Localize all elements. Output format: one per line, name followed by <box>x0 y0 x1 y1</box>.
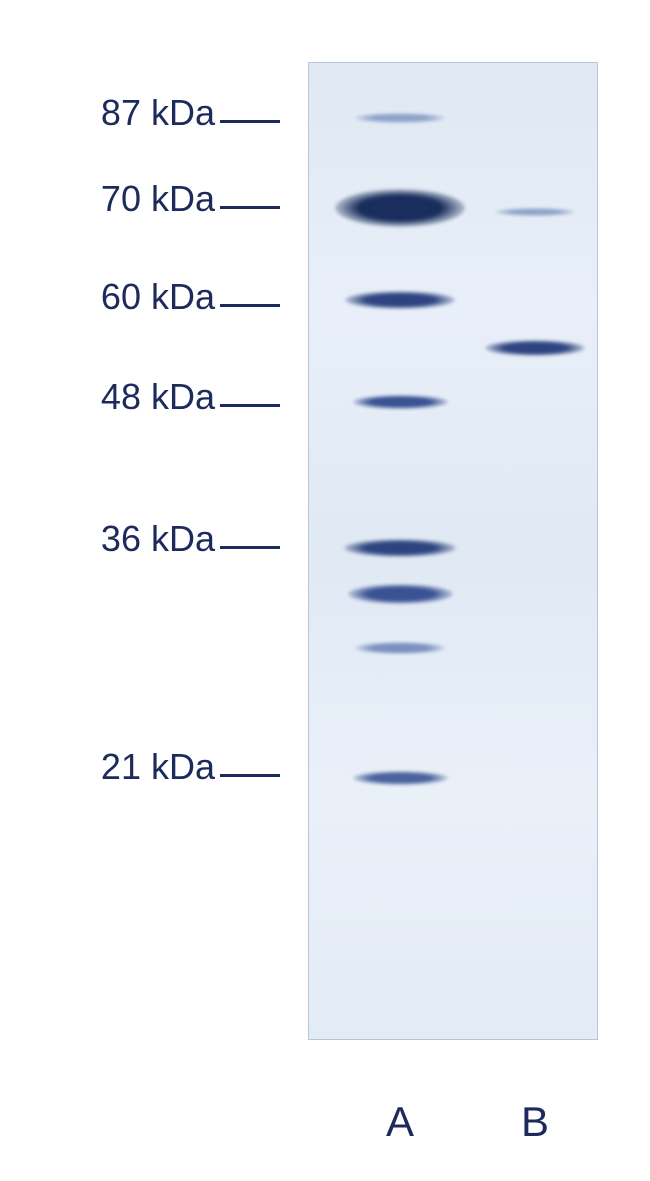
marker-tick <box>220 304 280 307</box>
marker-tick <box>220 546 280 549</box>
blot-band <box>353 771 448 785</box>
blot-band <box>495 208 575 216</box>
marker-tick <box>220 774 280 777</box>
blot-band <box>344 539 456 557</box>
marker-label: 48 kDa <box>75 376 215 418</box>
blot-band <box>355 113 445 123</box>
marker-label: 21 kDa <box>75 746 215 788</box>
blot-band <box>335 189 465 227</box>
blot-band <box>348 584 453 604</box>
marker-label: 36 kDa <box>75 518 215 560</box>
lane-label-b: B <box>515 1098 555 1146</box>
blot-band <box>345 291 455 309</box>
lane-label-a: A <box>380 1098 420 1146</box>
blot-band <box>353 395 448 409</box>
marker-label: 87 kDa <box>75 92 215 134</box>
blot-band <box>355 642 445 654</box>
marker-label: 70 kDa <box>75 178 215 220</box>
western-blot-figure: 87 kDa 70 kDa 60 kDa 48 kDa 36 kDa 21 kDa A B <box>0 0 650 1181</box>
blot-band <box>485 340 585 356</box>
marker-label: 60 kDa <box>75 276 215 318</box>
marker-tick <box>220 206 280 209</box>
marker-tick <box>220 404 280 407</box>
marker-tick <box>220 120 280 123</box>
